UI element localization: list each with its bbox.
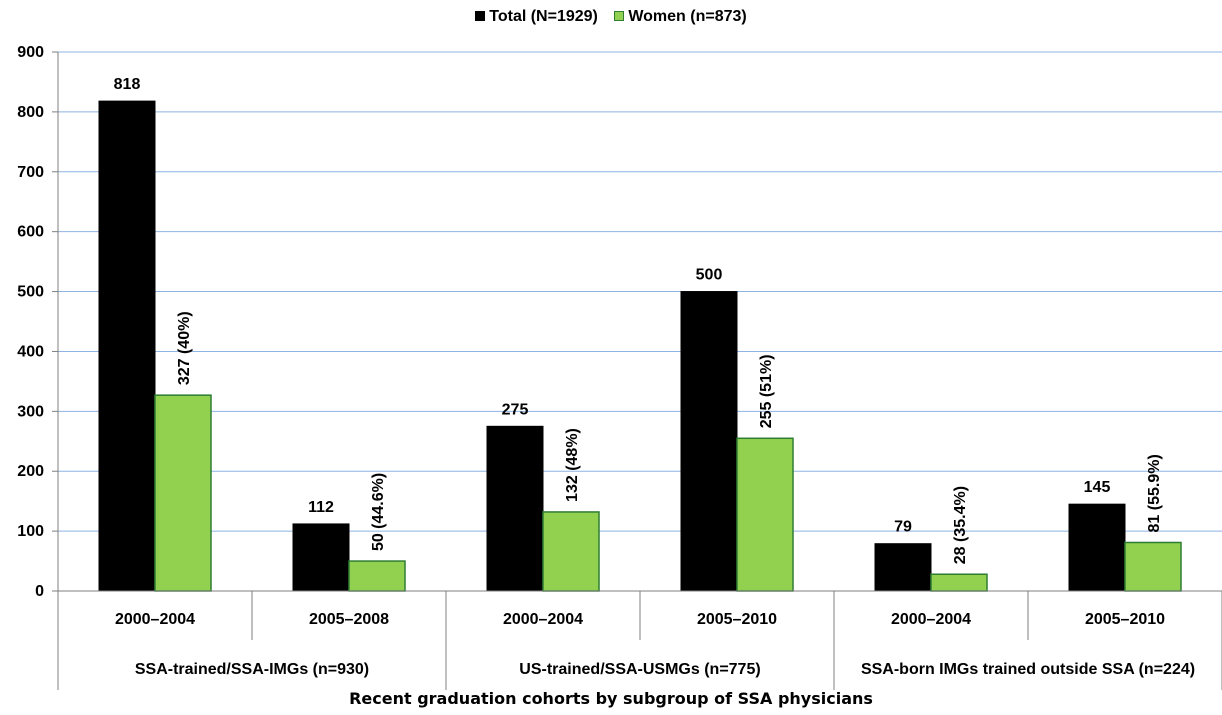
legend-swatch-total <box>475 11 486 21</box>
x-tick-label: 2000–2004 <box>115 611 195 628</box>
bar-women <box>154 394 212 592</box>
bar-total <box>680 291 738 592</box>
y-tick-label: 0 <box>35 583 44 600</box>
y-tick-label: 600 <box>17 224 44 241</box>
x-tick-label: 2005–2010 <box>697 611 777 628</box>
bar-women <box>348 560 406 592</box>
legend-label-women: Women (n=873) <box>628 8 747 25</box>
legend-item-women: Women (n=873) <box>614 8 747 26</box>
data-label-total: 112 <box>308 499 334 516</box>
x-tick-label: 2005–2008 <box>309 611 389 628</box>
bar-total <box>292 523 350 592</box>
data-label-total: 500 <box>696 267 723 284</box>
y-tick-label: 400 <box>17 343 44 360</box>
data-label-women: 255 (51%) <box>758 354 775 428</box>
y-tick-label: 100 <box>17 523 44 540</box>
y-tick-label: 900 <box>17 44 44 61</box>
bar-total <box>874 543 932 592</box>
legend-swatch-women <box>614 11 625 21</box>
bar-women <box>736 437 794 592</box>
data-label-women: 132 (48%) <box>564 428 581 502</box>
legend-label-total: Total (N=1929) <box>489 8 598 25</box>
legend: Total (N=1929) Women (n=873) <box>0 8 1222 26</box>
data-label-women: 28 (35.4%) <box>952 486 969 564</box>
bar-total <box>1068 503 1126 592</box>
data-label-total: 275 <box>502 401 529 418</box>
data-label-total: 818 <box>114 76 141 93</box>
bar-total <box>98 100 156 592</box>
bar-women <box>542 511 600 592</box>
y-tick-label: 500 <box>17 284 44 301</box>
bar-total <box>486 425 544 592</box>
data-label-women: 50 (44.6%) <box>370 473 387 551</box>
x-tick-label: 2000–2004 <box>891 611 971 628</box>
y-tick-label: 700 <box>17 164 44 181</box>
data-label-women: 81 (55.9%) <box>1146 454 1163 532</box>
x-group-label: SSA-born IMGs trained outside SSA (n=224… <box>861 661 1195 678</box>
data-label-total: 79 <box>894 519 912 536</box>
x-tick-label: 2005–2010 <box>1085 611 1165 628</box>
legend-item-total: Total (N=1929) <box>475 8 598 26</box>
x-axis-title: Recent graduation cohorts by subgroup of… <box>349 689 873 708</box>
x-tick-label: 2000–2004 <box>503 611 583 628</box>
bar-women <box>930 573 988 592</box>
y-tick-label: 300 <box>17 403 44 420</box>
data-label-total: 145 <box>1084 479 1111 496</box>
x-group-label: US-trained/SSA-USMGs (n=775) <box>519 661 760 678</box>
data-label-women: 327 (40%) <box>176 311 193 385</box>
y-tick-label: 800 <box>17 104 44 121</box>
bar-women <box>1124 541 1182 592</box>
x-group-label: SSA-trained/SSA-IMGs (n=930) <box>135 661 369 678</box>
y-tick-label: 200 <box>17 463 44 480</box>
